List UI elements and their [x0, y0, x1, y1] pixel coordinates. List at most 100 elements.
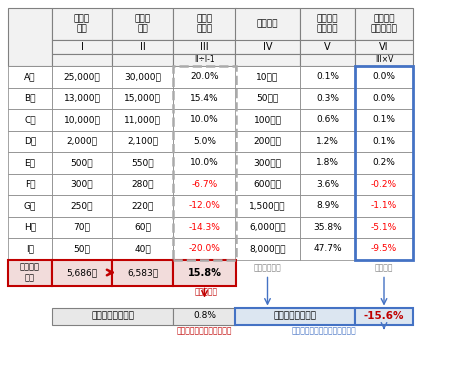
Text: -12.0%: -12.0% — [189, 201, 220, 210]
Text: 280円: 280円 — [131, 180, 154, 189]
Bar — [52, 8, 112, 40]
Bar — [300, 173, 355, 195]
Text: 時価総額
加重変化率: 時価総額 加重変化率 — [370, 14, 397, 34]
Bar — [112, 238, 173, 259]
Bar — [300, 130, 355, 152]
Bar — [355, 66, 413, 87]
Text: 10.0%: 10.0% — [190, 158, 219, 167]
Text: H社: H社 — [24, 223, 36, 232]
Text: 60円: 60円 — [134, 223, 151, 232]
Bar — [173, 238, 236, 259]
Text: F社: F社 — [25, 180, 35, 189]
Bar — [173, 66, 236, 259]
Bar — [355, 40, 413, 54]
Bar — [52, 173, 112, 195]
Text: B社: B社 — [24, 94, 36, 103]
Text: 5,686円: 5,686円 — [67, 268, 98, 277]
Bar — [355, 152, 413, 173]
Bar — [235, 66, 300, 87]
Bar — [173, 54, 236, 66]
Text: G社: G社 — [24, 201, 36, 210]
Text: 550円: 550円 — [131, 158, 154, 167]
Bar — [52, 259, 112, 285]
Bar — [112, 109, 173, 130]
Bar — [173, 40, 236, 54]
Text: 0.0%: 0.0% — [373, 94, 396, 103]
Text: 変化前
株価: 変化前 株価 — [74, 14, 90, 34]
Bar — [235, 109, 300, 130]
Text: -9.5%: -9.5% — [371, 244, 397, 253]
Text: 2,100円: 2,100円 — [127, 137, 158, 146]
Bar — [173, 152, 236, 173]
Text: 0.6%: 0.6% — [316, 115, 339, 124]
Text: D社: D社 — [24, 137, 36, 146]
Bar — [8, 66, 52, 87]
Text: 220円: 220円 — [131, 201, 154, 210]
Bar — [112, 152, 173, 173]
Bar — [52, 238, 112, 259]
Text: -14.3%: -14.3% — [189, 223, 220, 232]
Text: 15,000円: 15,000円 — [124, 94, 161, 103]
Text: 8,000億円: 8,000億円 — [249, 244, 286, 253]
Text: 株価の
変化率: 株価の 変化率 — [197, 14, 212, 34]
Text: -0.2%: -0.2% — [371, 180, 397, 189]
Bar — [112, 195, 173, 216]
Bar — [112, 40, 173, 54]
Bar — [235, 308, 355, 325]
Text: 25,000円: 25,000円 — [63, 72, 100, 81]
Text: 70円: 70円 — [73, 223, 90, 232]
Bar — [8, 109, 52, 130]
Bar — [300, 195, 355, 216]
Bar — [52, 216, 112, 238]
Text: 200億円: 200億円 — [253, 137, 281, 146]
Text: 20.0%: 20.0% — [190, 72, 219, 81]
Text: -1.1%: -1.1% — [371, 201, 397, 210]
Bar — [173, 308, 236, 325]
Bar — [355, 130, 413, 152]
Bar — [173, 195, 236, 216]
Text: A社: A社 — [24, 72, 36, 81]
Bar — [8, 8, 52, 66]
Bar — [52, 66, 112, 87]
Bar — [235, 8, 300, 66]
Bar — [52, 308, 173, 325]
Text: 変化率の加重平均: 変化率の加重平均 — [274, 311, 316, 320]
Bar — [52, 130, 112, 152]
Bar — [235, 87, 300, 109]
Text: 3.6%: 3.6% — [316, 180, 339, 189]
Text: 47.7%: 47.7% — [313, 244, 342, 253]
Text: 250円: 250円 — [71, 201, 93, 210]
Text: 10億円: 10億円 — [256, 72, 279, 81]
Text: 時価総額
のシェア: 時価総額 のシェア — [317, 14, 338, 34]
Bar — [235, 54, 300, 66]
Bar — [52, 54, 112, 66]
Bar — [235, 238, 300, 259]
Text: III×V: III×V — [375, 55, 393, 64]
Bar — [173, 87, 236, 109]
Text: 1.8%: 1.8% — [316, 158, 339, 167]
Text: E社: E社 — [24, 158, 36, 167]
Text: II÷I-1: II÷I-1 — [194, 55, 215, 64]
Bar — [52, 195, 112, 216]
Bar — [112, 130, 173, 152]
Bar — [173, 130, 236, 152]
Bar — [300, 54, 355, 66]
Text: 時価総額: 時価総額 — [257, 20, 278, 29]
Bar — [173, 109, 236, 130]
Text: 15.8%: 15.8% — [188, 268, 221, 277]
Bar — [8, 259, 52, 285]
Bar — [112, 8, 173, 40]
Text: 50円: 50円 — [73, 244, 90, 253]
Text: 50億円: 50億円 — [256, 94, 279, 103]
Text: 40円: 40円 — [134, 244, 151, 253]
Bar — [8, 216, 52, 238]
Text: この合計: この合計 — [375, 264, 393, 273]
Text: 600億円: 600億円 — [253, 180, 282, 189]
Text: 変化率の算術平均: 変化率の算術平均 — [91, 311, 134, 320]
Text: 500円: 500円 — [71, 158, 93, 167]
Text: II: II — [140, 42, 145, 52]
Bar — [8, 238, 52, 259]
Text: 0.0%: 0.0% — [373, 72, 396, 81]
Bar — [300, 238, 355, 259]
Bar — [300, 8, 355, 40]
